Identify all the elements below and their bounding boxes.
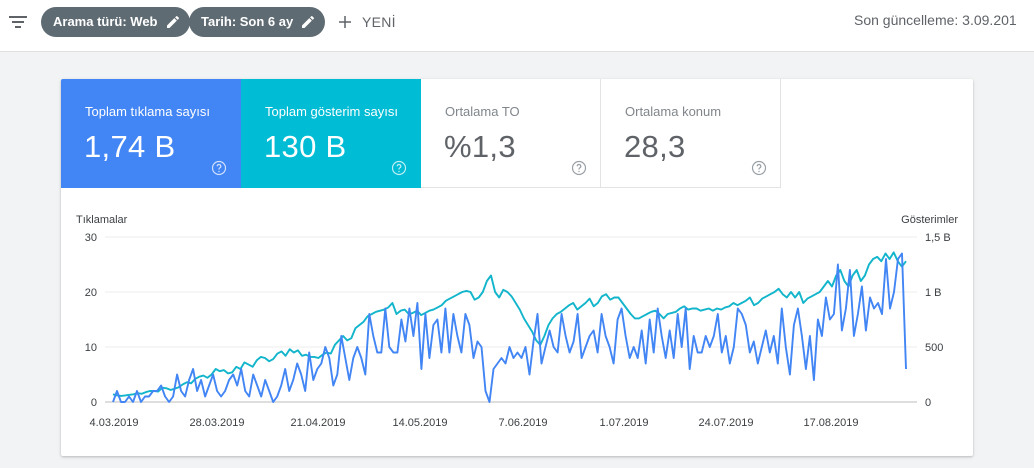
right-axis-tick-label: 1 B <box>925 287 942 299</box>
search-type-filter-chip[interactable]: Arama türü: Web <box>41 7 190 37</box>
x-axis-tick-label: 21.04.2019 <box>290 417 345 429</box>
x-axis-tick-label: 17.08.2019 <box>803 417 858 429</box>
metric-label: Toplam gösterim sayısı <box>265 104 398 119</box>
right-axis-tick-label: 0 <box>925 397 931 409</box>
edit-pencil-icon[interactable] <box>300 14 316 30</box>
right-axis-title: Gösterimler <box>901 214 958 226</box>
search-type-chip-label: Arama türü: Web <box>53 14 158 29</box>
metric-average-position[interactable]: Ortalama konum 28,3 <box>601 79 781 188</box>
metric-label: Ortalama konum <box>625 104 722 119</box>
impressions-series-line[interactable] <box>112 251 907 397</box>
add-filter-label: YENİ <box>362 14 396 30</box>
help-icon[interactable] <box>751 160 767 176</box>
metric-total-impressions[interactable]: Toplam gösterim sayısı 130 B <box>241 79 421 188</box>
metric-label: Toplam tıklama sayısı <box>85 104 210 119</box>
left-axis-tick-label: 10 <box>85 342 97 354</box>
metric-value: %1,3 <box>444 129 516 164</box>
x-axis-tick-label: 28.03.2019 <box>189 417 244 429</box>
metric-value: 130 B <box>264 129 347 164</box>
help-icon[interactable] <box>211 160 227 176</box>
last-update-text: Son güncelleme: 3.09.201 <box>854 12 1017 28</box>
x-axis-tick-label: 24.07.2019 <box>698 417 753 429</box>
x-axis-tick-label: 7.06.2019 <box>499 417 548 429</box>
left-axis-tick-label: 0 <box>91 397 97 409</box>
performance-chart[interactable]: Tıklamalar Gösterimler 0 10 20 30 0 500 1 B 1,… <box>61 204 973 456</box>
x-axis-tick-label: 4.03.2019 <box>90 417 139 429</box>
date-chip-label: Tarih: Son 6 ay <box>201 14 294 29</box>
clicks-series-line[interactable] <box>112 252 907 403</box>
right-axis-tick-label: 1,5 B <box>925 232 951 244</box>
x-axis-tick-label: 1.07.2019 <box>600 417 649 429</box>
metric-value: 1,74 B <box>84 129 176 164</box>
left-axis-tick-label: 20 <box>85 287 97 299</box>
top-toolbar: Arama türü: Web Tarih: Son 6 ay YENİ Son… <box>0 0 1034 52</box>
x-axis-tick-label: 14.05.2019 <box>392 417 447 429</box>
filter-list-icon[interactable] <box>6 10 30 34</box>
help-icon[interactable] <box>571 160 587 176</box>
left-axis-tick-label: 30 <box>85 232 97 244</box>
metric-value: 28,3 <box>624 129 686 164</box>
performance-card: Toplam tıklama sayısı 1,74 B Toplam göst… <box>61 79 973 456</box>
edit-pencil-icon[interactable] <box>165 14 181 30</box>
metric-label: Ortalama TO <box>445 104 520 119</box>
right-axis-tick-label: 500 <box>925 342 943 354</box>
date-filter-chip[interactable]: Tarih: Son 6 ay <box>189 7 326 37</box>
add-filter-button[interactable]: YENİ <box>334 7 396 37</box>
plus-icon <box>339 16 351 28</box>
left-axis-title: Tıklamalar <box>76 214 128 226</box>
metric-average-ctr[interactable]: Ortalama TO %1,3 <box>421 79 601 188</box>
metric-total-clicks[interactable]: Toplam tıklama sayısı 1,74 B <box>61 79 241 188</box>
help-icon[interactable] <box>391 160 407 176</box>
